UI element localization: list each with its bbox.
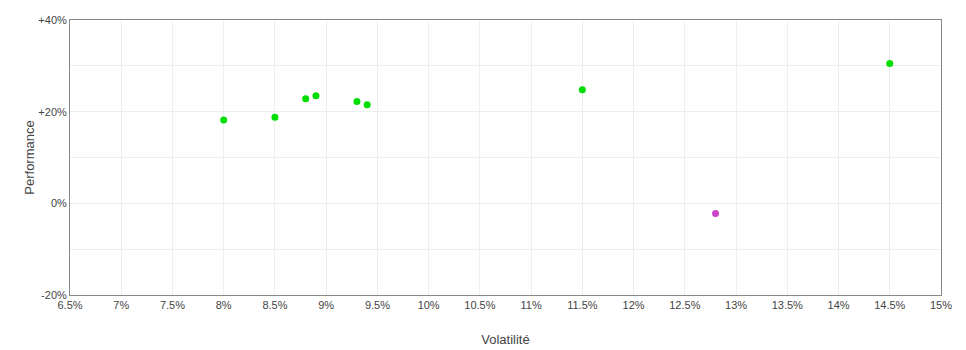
svg-text:12%: 12% xyxy=(623,299,645,311)
svg-text:10%: 10% xyxy=(418,299,440,311)
svg-text:Volatilité: Volatilité xyxy=(481,332,529,347)
svg-text:-20%: -20% xyxy=(41,289,67,301)
svg-text:12.5%: 12.5% xyxy=(669,299,700,311)
svg-text:10.5%: 10.5% xyxy=(464,299,495,311)
svg-text:+40%: +40% xyxy=(38,14,67,26)
svg-text:7.5%: 7.5% xyxy=(160,299,185,311)
svg-text:14%: 14% xyxy=(828,299,850,311)
svg-text:9.5%: 9.5% xyxy=(365,299,390,311)
svg-text:6.5%: 6.5% xyxy=(57,299,82,311)
svg-text:0%: 0% xyxy=(51,197,67,209)
svg-text:11%: 11% xyxy=(521,299,542,311)
svg-text:8%: 8% xyxy=(216,299,232,311)
svg-text:+20%: +20% xyxy=(38,106,67,118)
svg-text:15%: 15% xyxy=(930,299,952,311)
svg-text:14.5%: 14.5% xyxy=(874,299,905,311)
svg-text:13.5%: 13.5% xyxy=(772,299,803,311)
svg-text:Performance: Performance xyxy=(22,120,37,194)
svg-text:8.5%: 8.5% xyxy=(262,299,287,311)
svg-text:9%: 9% xyxy=(318,299,334,311)
svg-text:11.5%: 11.5% xyxy=(567,299,598,311)
svg-text:7%: 7% xyxy=(113,299,129,311)
svg-text:13%: 13% xyxy=(725,299,747,311)
